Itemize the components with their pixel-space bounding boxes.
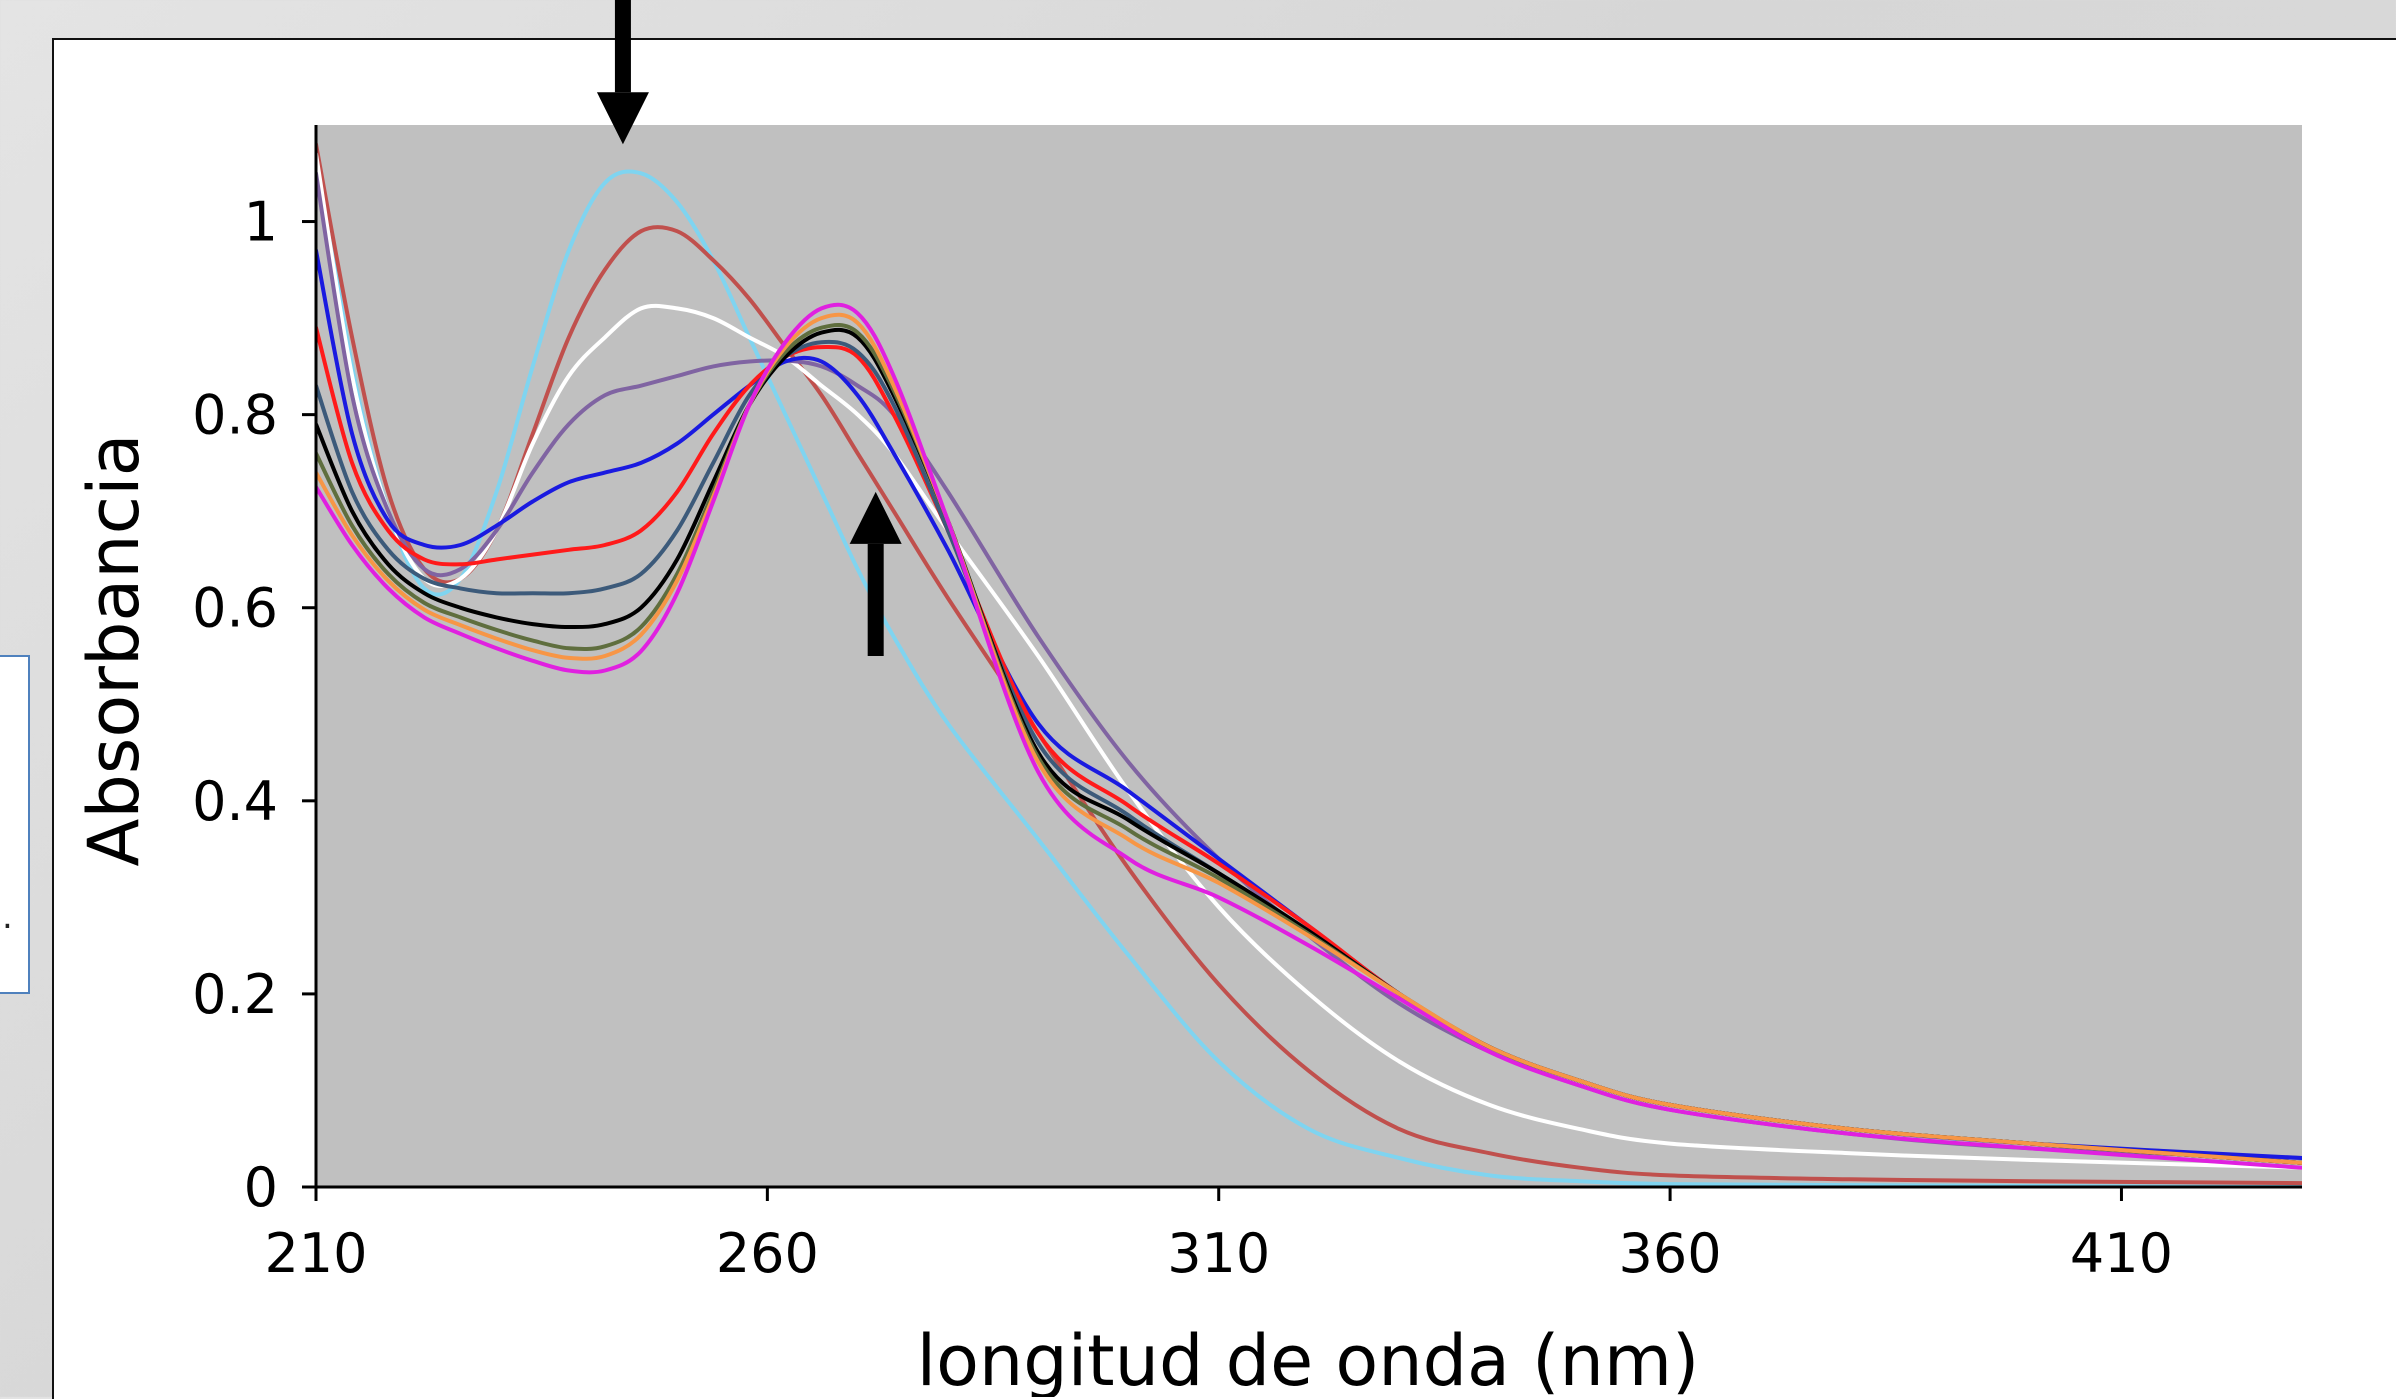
x-tick-label: 410 [2070, 1222, 2173, 1285]
y-tick-label: 0.2 [192, 963, 278, 1026]
y-tick-label: 0.4 [192, 770, 278, 833]
series-line-10 [316, 312, 2302, 1165]
side-text-box: . [0, 655, 30, 994]
axes-layer: 0 0.2 0.4 0.6 0.8 1 210 260 310 360 410 [192, 125, 2302, 1285]
annotation-arrow-down [596, 0, 649, 145]
x-tick-label: 260 [716, 1222, 819, 1285]
series-layer [316, 142, 2302, 1187]
x-tick-label: 210 [264, 1222, 367, 1285]
annotation-arrow-up [849, 491, 902, 656]
y-axis-title: Absorbancia [73, 434, 155, 867]
plot-area [316, 125, 2302, 1187]
arrow-layer [596, 0, 902, 656]
x-axis-title: longitud de onda (nm) [917, 1320, 1700, 1397]
y-tick-label: 0 [244, 1156, 278, 1219]
series-line-1 [316, 142, 2302, 1187]
y-tick-label: 0.8 [192, 384, 278, 447]
x-tick-label: 360 [1619, 1222, 1722, 1285]
y-tick-label: 0.6 [192, 577, 278, 640]
plot-background [316, 125, 2302, 1187]
series-line-11 [316, 302, 2302, 1170]
y-tick-label: 1 [244, 191, 278, 254]
x-tick-label: 310 [1167, 1222, 1270, 1285]
side-box-glyph: . [2, 897, 13, 937]
